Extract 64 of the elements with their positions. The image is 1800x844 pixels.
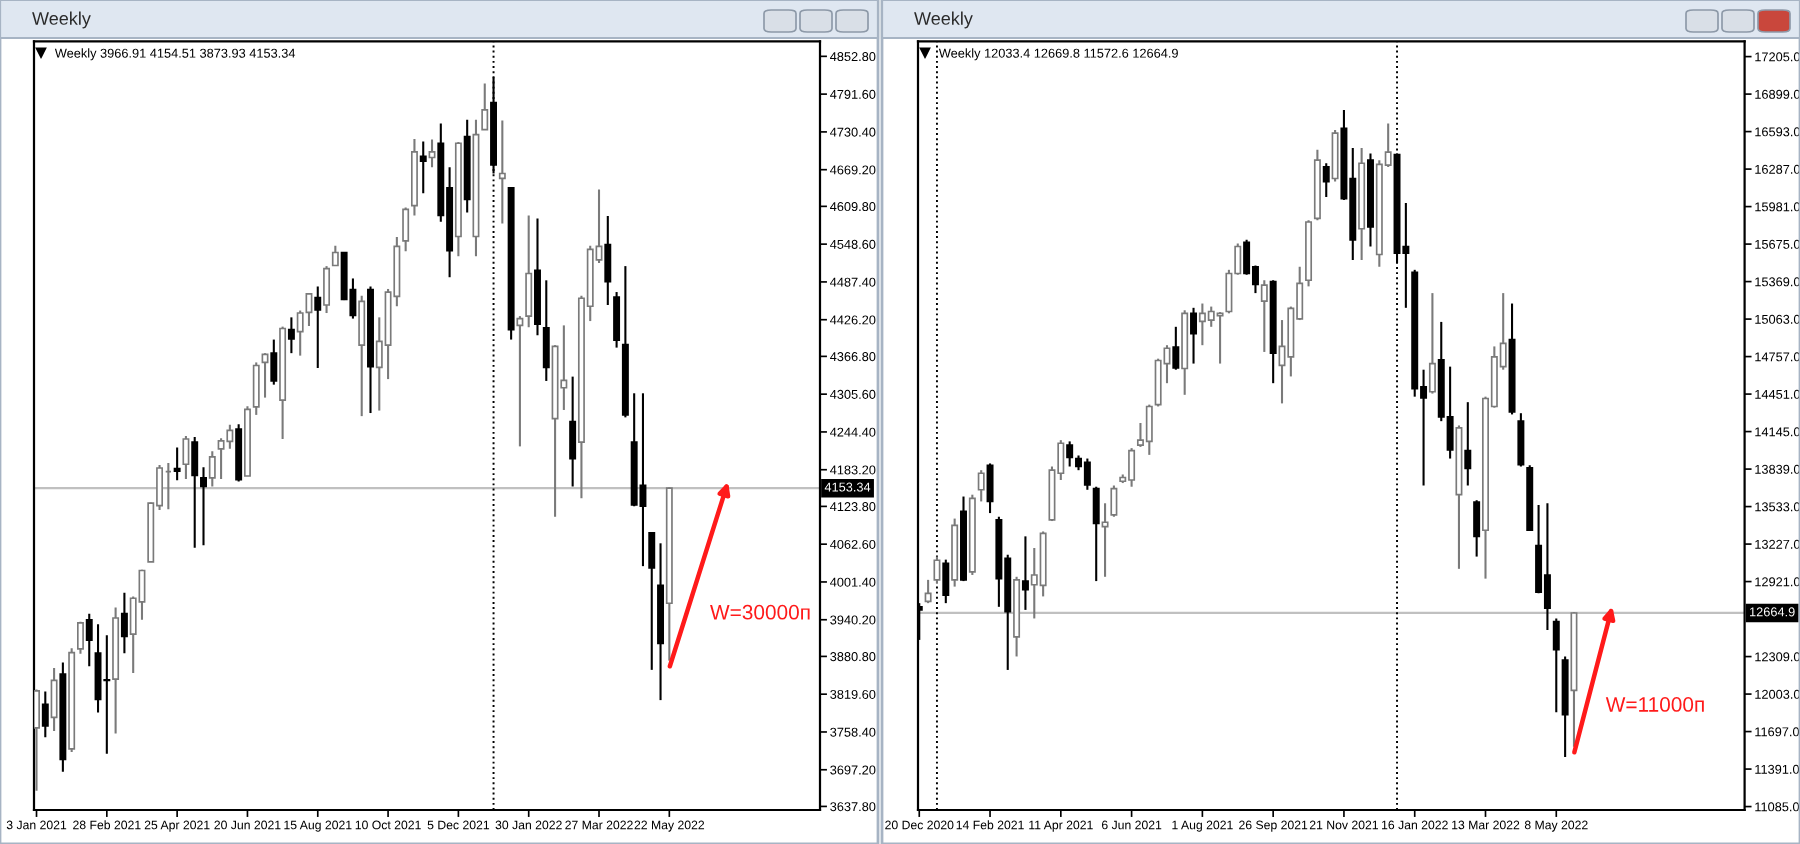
candlestick: [94, 623, 102, 714]
candlestick: [1021, 535, 1029, 611]
candlestick: [85, 612, 93, 668]
candlestick: [270, 338, 278, 386]
candlestick: [1145, 403, 1153, 456]
candlestick: [1543, 502, 1551, 632]
candlestick: [252, 361, 260, 416]
candlestick: [560, 324, 568, 411]
candlestick: [1101, 502, 1109, 578]
candlestick: [1473, 499, 1481, 558]
candlestick: [34, 688, 40, 792]
candlestick: [1110, 484, 1118, 518]
candlestick: [604, 215, 612, 307]
candlestick: [200, 466, 207, 547]
candlestick: [358, 294, 366, 418]
candlestick: [1190, 306, 1198, 365]
candlestick: [542, 279, 550, 382]
candlestick: [226, 423, 234, 450]
candlestick: [498, 119, 506, 225]
candlestick: [323, 265, 331, 315]
candlestick: [1260, 279, 1268, 353]
candlestick: [1092, 485, 1100, 583]
candlestick: [1172, 325, 1180, 371]
candlestick: [191, 436, 199, 549]
candlestick: [977, 469, 985, 503]
candlestick: [1331, 129, 1339, 183]
candlestick: [1083, 457, 1091, 491]
candlestick: [41, 690, 49, 739]
candlestick: [648, 531, 656, 671]
candlestick: [402, 206, 410, 253]
annotation: W=11000п: [1605, 697, 1704, 712]
candlestick: [50, 666, 58, 733]
candlestick: [613, 291, 621, 349]
candlestick: [1322, 162, 1330, 198]
candlestick: [924, 578, 932, 605]
candlestick: [516, 315, 524, 448]
candlestick: [208, 450, 216, 488]
candlestick: [1428, 292, 1436, 395]
candlestick: [103, 634, 111, 755]
candlestick: [1216, 311, 1224, 365]
candlestick: [942, 558, 950, 605]
candlestick: [287, 316, 295, 355]
candlestick: [182, 434, 190, 481]
candlestick: [419, 140, 427, 195]
candlestick: [1464, 401, 1472, 487]
chart-title: Weekly: [32, 11, 91, 29]
chart-title: Weekly: [914, 11, 973, 29]
candlestick: [173, 446, 181, 482]
annotation: W=30000п: [710, 604, 810, 620]
candlestick: [639, 392, 647, 568]
candlestick: [217, 437, 225, 481]
candlestick: [933, 555, 941, 585]
candlestick: [314, 285, 322, 370]
candlestick: [525, 214, 533, 329]
candlestick: [1066, 440, 1074, 468]
candlestick: [331, 244, 339, 267]
candlestick: [1517, 412, 1525, 468]
candlestick: [569, 375, 577, 488]
candlestick: [481, 82, 489, 131]
candlestick: [120, 591, 128, 655]
candlestick: [1552, 617, 1560, 714]
candlestick: [76, 620, 84, 655]
candlestick: [986, 462, 994, 515]
candlestick: [1446, 365, 1454, 460]
